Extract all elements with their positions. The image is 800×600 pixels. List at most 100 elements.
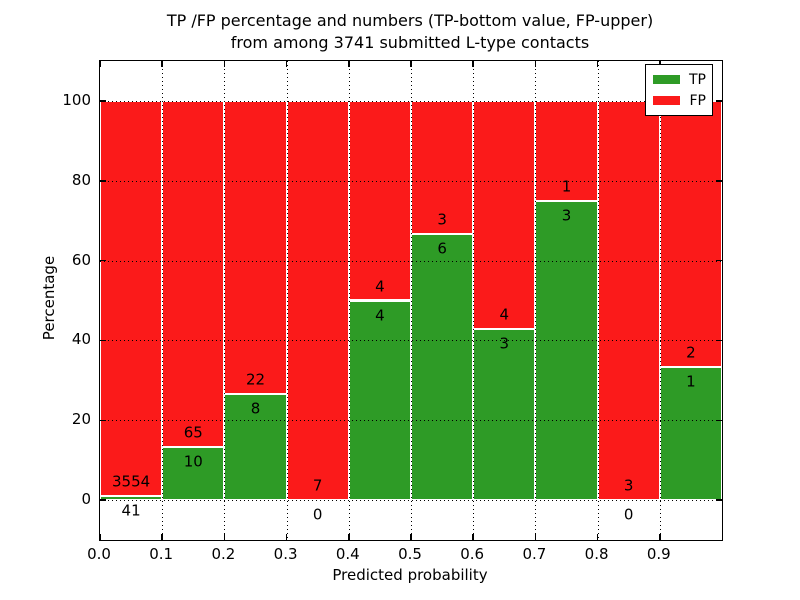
x-tick-bottom <box>161 534 163 540</box>
y-tick-right <box>716 419 722 421</box>
x-tick-label: 0.2 <box>211 545 236 563</box>
tp-count-label: 0 <box>623 505 634 524</box>
vertical-gridline <box>535 61 537 540</box>
vertical-gridline <box>348 61 350 540</box>
tp-count-label: 6 <box>437 239 447 258</box>
tp-bar-segment <box>100 495 163 501</box>
x-tick-bottom <box>472 534 474 540</box>
x-tick-top <box>99 61 101 67</box>
legend-entry-fp: FP <box>653 92 706 109</box>
vertical-gridline <box>286 61 288 540</box>
x-tick-bottom <box>348 534 350 540</box>
vertical-gridline <box>659 61 661 540</box>
tp-bar-segment <box>348 300 411 501</box>
tp-color-swatch <box>653 75 680 84</box>
y-tick-left <box>100 499 106 501</box>
x-tick-top <box>472 61 474 67</box>
y-tick-label: 80 <box>71 170 91 189</box>
plot-area: 3554 41 65 10 22 8 7 0 4 4 3 6 4 3 1 3 3 0 2 1 <box>99 60 723 541</box>
vertical-gridline <box>224 61 226 540</box>
fp-bar-segment <box>348 100 411 301</box>
fp-count-label: 4 <box>499 305 510 324</box>
tp-bar-segment <box>535 200 598 501</box>
tp-bar-segment <box>659 367 722 501</box>
x-tick-label: 0.0 <box>87 545 111 563</box>
y-tick-label: 60 <box>71 250 91 269</box>
y-tick-right <box>716 259 722 262</box>
legend-label-fp: FP <box>689 92 707 109</box>
x-tick-bottom <box>285 534 288 540</box>
vertical-gridline <box>597 61 599 540</box>
x-tick-top <box>534 61 537 67</box>
x-tick-top <box>161 61 163 67</box>
tp-count-label: 10 <box>183 452 203 471</box>
vertical-gridline <box>473 61 475 540</box>
x-tick-top <box>285 61 288 67</box>
x-tick-bottom <box>534 534 537 540</box>
x-tick-bottom <box>223 534 226 540</box>
fp-color-swatch <box>653 96 680 105</box>
x-tick-top <box>223 61 226 67</box>
y-tick-left <box>100 419 106 421</box>
chart-title-line1: TP /FP percentage and numbers (TP-bottom… <box>166 11 654 30</box>
y-tick-left <box>100 100 106 102</box>
y-tick-label: 0 <box>81 490 91 509</box>
fp-count-label: 2 <box>686 343 696 362</box>
tp-bar-segment <box>411 233 474 501</box>
fp-bar-segment <box>473 100 536 329</box>
fp-bar-segment <box>535 100 598 201</box>
tp-count-label: 4 <box>375 306 385 324</box>
x-tick-label: 0.6 <box>460 545 485 563</box>
y-tick-left <box>100 259 106 262</box>
tp-count-label: 0 <box>312 505 323 524</box>
tp-count-label: 3 <box>499 334 510 353</box>
chart-title-line2: from among 3741 submitted L-type contact… <box>230 33 590 52</box>
y-tick-label: 20 <box>71 410 91 429</box>
x-tick-label: 0.4 <box>335 545 360 563</box>
legend-label-tp: TP <box>689 71 706 88</box>
fp-bar-segment <box>224 100 287 394</box>
vertical-gridline <box>411 61 412 540</box>
fp-count-label: 22 <box>245 370 266 389</box>
fp-count-label: 65 <box>183 423 203 442</box>
x-tick-bottom <box>659 534 661 540</box>
x-tick-label: 0.9 <box>646 545 671 563</box>
fp-bar-segment <box>286 100 349 501</box>
fp-count-label: 3 <box>437 210 447 229</box>
y-tick-right <box>716 499 722 501</box>
y-tick-label: 40 <box>71 330 91 349</box>
tp-count-label: 1 <box>686 372 696 391</box>
x-tick-bottom <box>99 534 101 540</box>
fp-bar-segment <box>100 100 163 496</box>
x-tick-top <box>410 61 412 67</box>
tp-count-label: 8 <box>250 399 261 418</box>
fp-count-label: 1 <box>561 177 572 196</box>
x-axis-label: Predicted probability <box>332 566 488 584</box>
fp-count-label: 3 <box>623 476 634 495</box>
tp-count-label: 41 <box>121 501 141 520</box>
fp-bar-segment <box>659 100 722 368</box>
y-tick-label: 100 <box>62 90 91 109</box>
x-tick-bottom <box>596 534 599 540</box>
chart-title: TP /FP percentage and numbers (TP-bottom… <box>99 10 721 54</box>
fp-count-label: 7 <box>312 476 323 495</box>
fp-bar-segment <box>162 100 225 447</box>
y-tick-right <box>716 339 722 342</box>
y-tick-left <box>100 339 106 342</box>
x-tick-label: 0.1 <box>149 545 174 563</box>
x-tick-bottom <box>410 534 412 540</box>
fp-count-label: 4 <box>375 277 385 295</box>
legend-entry-tp: TP <box>653 71 706 88</box>
x-tick-label: 0.7 <box>522 545 547 563</box>
tp-bar-segment <box>473 329 536 501</box>
fp-count-label: 3554 <box>112 472 151 491</box>
x-tick-top <box>596 61 599 67</box>
y-tick-right <box>716 180 722 182</box>
fp-bar-segment <box>597 100 660 501</box>
tp-count-label: 3 <box>561 206 572 225</box>
tp-bar-segment <box>162 446 225 501</box>
x-tick-label: 0.5 <box>398 545 422 563</box>
x-tick-label: 0.3 <box>273 545 298 563</box>
y-tick-left <box>100 180 106 182</box>
